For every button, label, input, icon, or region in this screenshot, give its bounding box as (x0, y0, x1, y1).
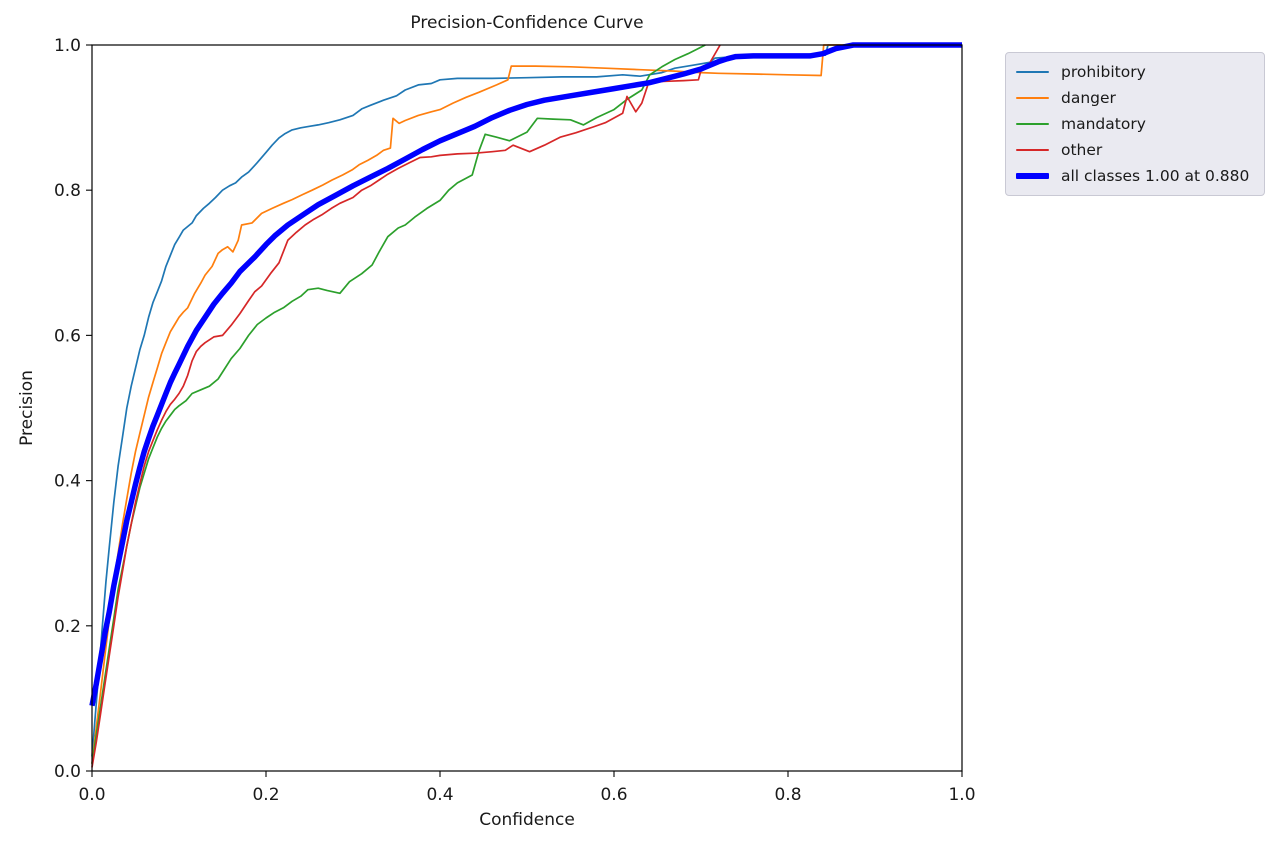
legend-item-label: mandatory (1061, 115, 1146, 133)
legend-item: danger (1016, 87, 1254, 109)
x-tick-label: 0.6 (600, 785, 627, 805)
axes-spines (91, 44, 963, 772)
x-tick-label: 0.4 (426, 785, 453, 805)
x-tick-label: 0.0 (78, 785, 105, 805)
legend-item-label: all classes 1.00 at 0.880 (1061, 167, 1250, 185)
y-tick-label: 0.8 (54, 181, 81, 201)
legend-line-sample (1016, 96, 1049, 100)
legend-line-sample (1016, 70, 1049, 74)
series-line-other (91, 44, 721, 768)
legend-line-sample (1016, 122, 1049, 126)
legend-item: all classes 1.00 at 0.880 (1016, 165, 1254, 187)
x-tick-label: 1.0 (948, 785, 975, 805)
legend-line-sample (1016, 148, 1049, 152)
legend-item: other (1016, 139, 1254, 161)
series-line-danger (91, 44, 962, 764)
legend-line-sample (1016, 173, 1049, 179)
legend-item-label: danger (1061, 89, 1116, 107)
y-tick-label: 0.2 (54, 617, 81, 637)
legend: prohibitory danger mandatory other all class… (1005, 52, 1265, 196)
x-tick-label: 0.2 (252, 785, 279, 805)
y-axis-label: Precision (17, 370, 37, 446)
x-tick-label: 0.8 (774, 785, 801, 805)
y-tick-label: 0.6 (54, 326, 81, 346)
legend-item: mandatory (1016, 113, 1254, 135)
chart-title: Precision-Confidence Curve (410, 13, 644, 33)
y-tick-label: 1.0 (54, 36, 81, 56)
series-line-mandatory (91, 44, 706, 764)
y-tick-label: 0.4 (54, 472, 81, 492)
x-axis-label: Confidence (479, 810, 575, 830)
legend-item-label: other (1061, 141, 1103, 159)
legend-item-label: prohibitory (1061, 63, 1146, 81)
legend-item: prohibitory (1016, 61, 1254, 83)
y-tick-label: 0.0 (54, 762, 81, 782)
series-line-all (89, 42, 962, 707)
series-line-prohibitory (91, 44, 962, 757)
